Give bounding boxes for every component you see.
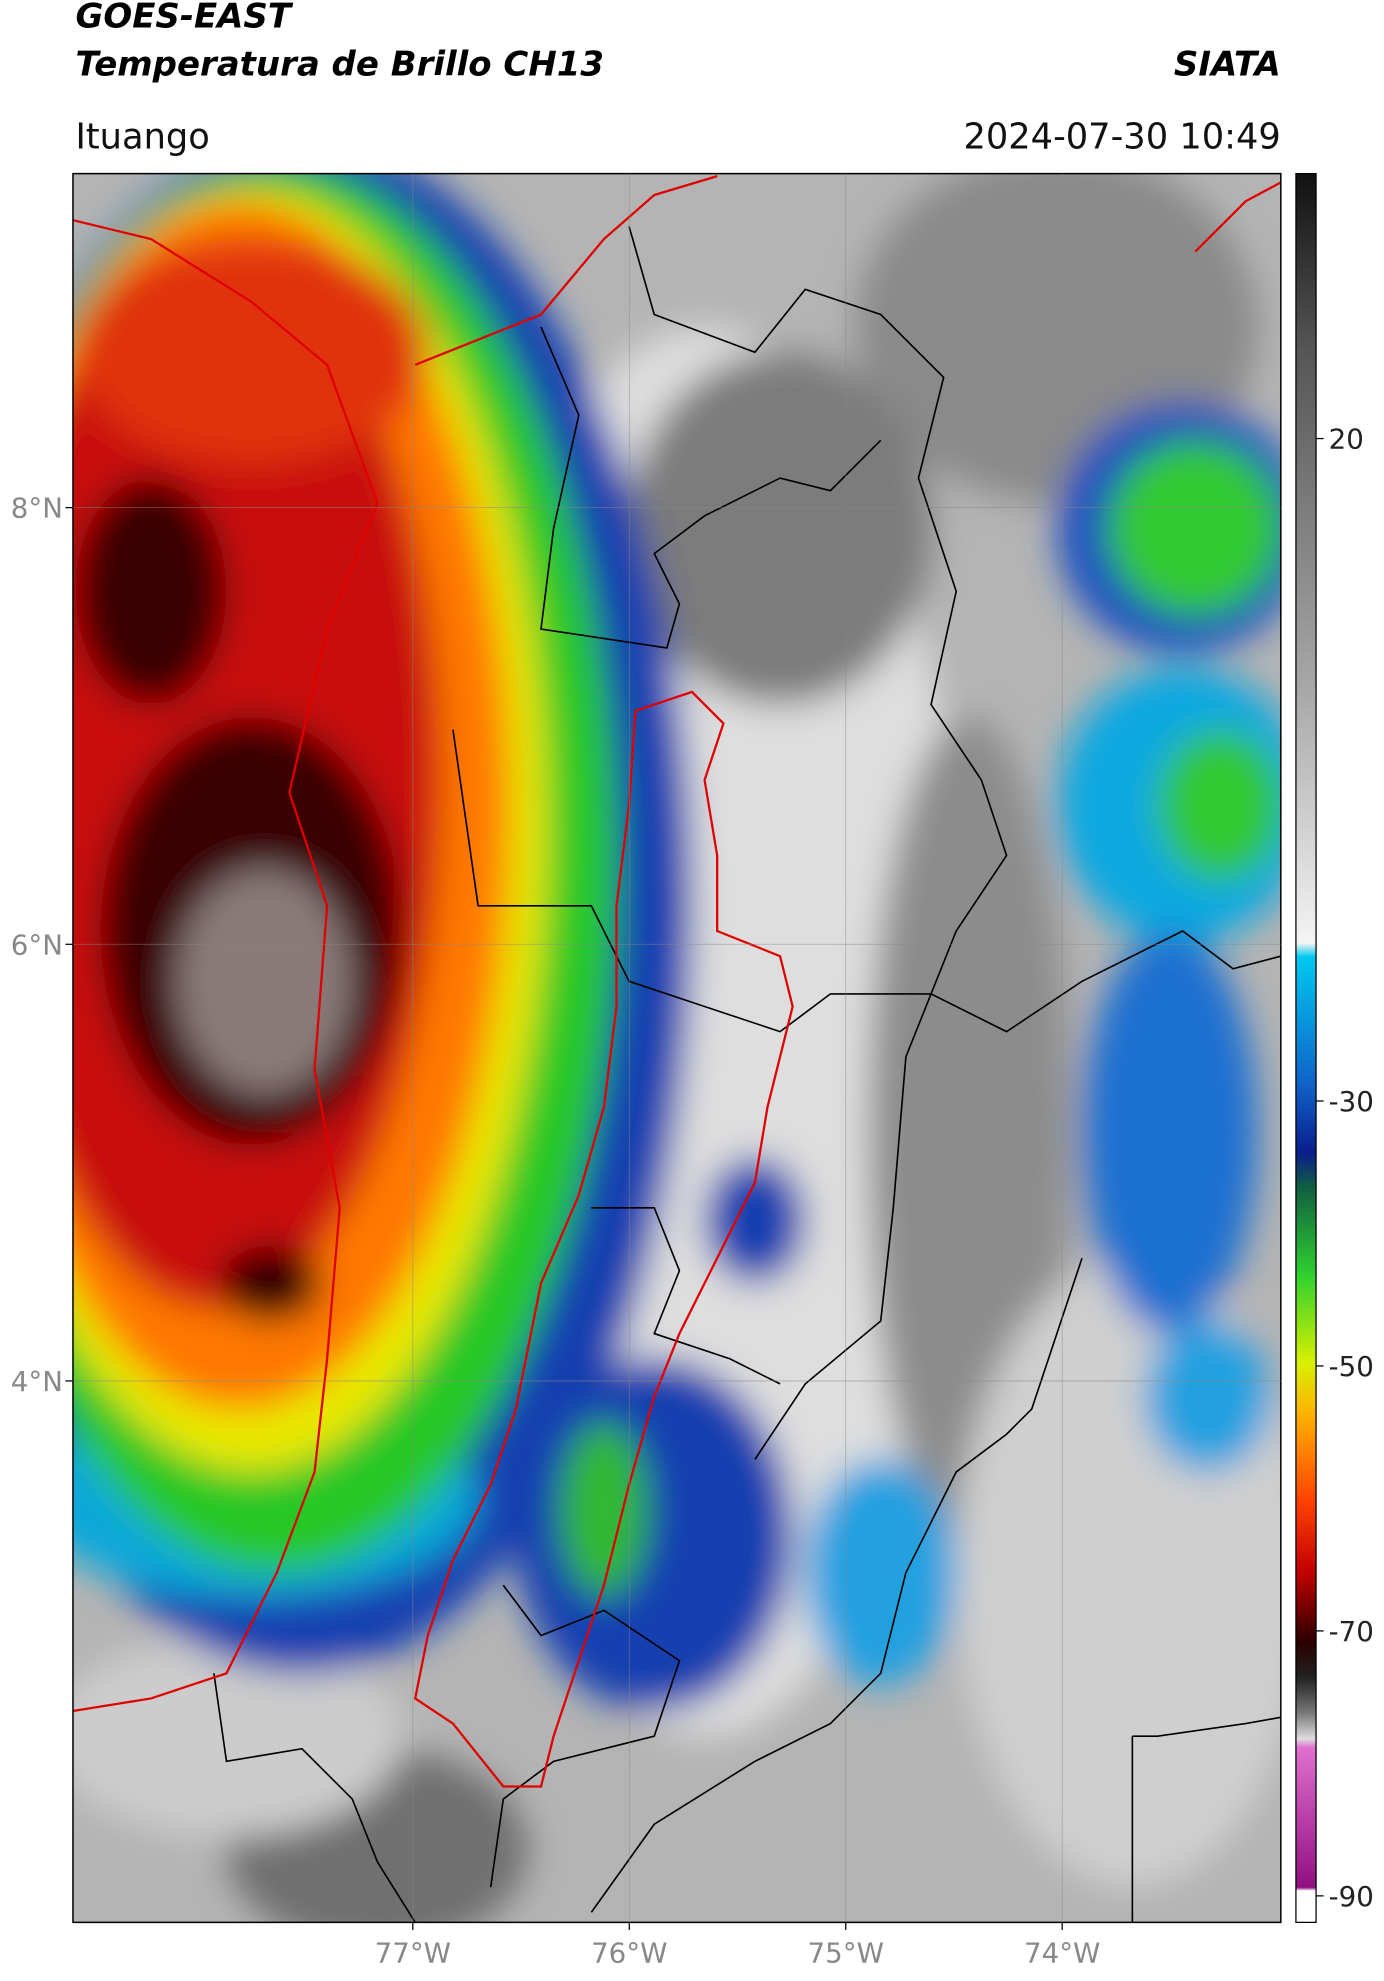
- colorbar-tick-label: -70: [1329, 1615, 1374, 1648]
- timestamp: 2024-07-30 10:49: [963, 116, 1280, 157]
- lon-tick-label: 75°W: [808, 1937, 884, 1970]
- colorbar-tick-label: -90: [1329, 1880, 1374, 1913]
- satellite-image: [72, 173, 1281, 1923]
- lat-tick-label: 6°N: [11, 928, 63, 961]
- map-frame: [72, 172, 1282, 1924]
- credit: SIATA: [1174, 44, 1281, 84]
- graticule: 77°W 76°W 75°W 74°W 8°N 6°N 4°N: [11, 173, 1281, 1970]
- colorbar-tick-label: 20: [1329, 423, 1364, 456]
- location: Ituango: [75, 116, 209, 157]
- colorbar-tick-label: -50: [1329, 1350, 1374, 1383]
- lon-tick-label: 74°W: [1024, 1937, 1100, 1970]
- lat-tick-label: 4°N: [11, 1365, 63, 1398]
- title: GOES-EAST: [75, 0, 293, 37]
- lon-tick-label: 77°W: [375, 1937, 451, 1970]
- lat-tick-label: 8°N: [11, 492, 63, 525]
- colorbar-ticks: 20 -30 -50 -70 -90: [1316, 423, 1374, 1913]
- subtitle: Temperatura de Brillo CH13: [75, 44, 604, 84]
- lon-tick-label: 76°W: [591, 1937, 667, 1970]
- colorbar: [1295, 172, 1317, 1924]
- colorbar-tick-label: -30: [1329, 1085, 1374, 1118]
